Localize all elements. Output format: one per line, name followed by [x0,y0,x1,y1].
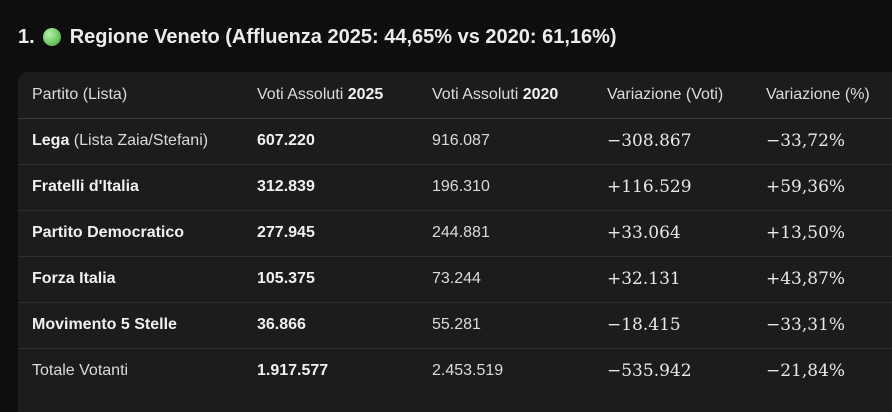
table-total-row: Totale Votanti 1.917.577 2.453.519 −535.… [18,348,892,394]
cell-votes-2025: 36.866 [257,302,432,349]
cell-party: Fratelli d'Italia [18,164,257,211]
cell-total-change-pct: −21,84% [766,361,846,382]
green-circle-icon [42,28,61,46]
cell-party: Lega (Lista Zaia/Stefani) [18,118,257,165]
cell-total-votes-2020: 2.453.519 [432,362,504,380]
party-name: Lega [32,132,70,149]
cell-votes-2020: 196.310 [432,164,607,211]
cell-change-votes: +116.529 [607,164,766,211]
header-votes-2020-prefix: Voti Assoluti [432,85,523,103]
header-change-votes: Variazione (Voti) [607,72,766,119]
cell-change-pct: −33,72% [766,118,892,165]
header-votes-2025-prefix: Voti Assoluti [257,85,348,103]
table-row: Forza Italia 105.375 73.244 +32.131 +43,… [18,256,892,303]
cell-votes-2020: 916.087 [432,118,607,165]
cell-votes-2025: 607.220 [257,118,432,165]
cell-total-label: Totale Votanti [32,362,129,380]
header-votes-2025-year: 2025 [347,85,384,103]
party-note: (Lista Zaia/Stefani) [69,132,209,149]
header-votes-2025: Voti Assoluti 2025 [257,72,432,119]
party-name: Movimento 5 Stelle [32,316,177,333]
cell-change-pct: +59,36% [766,164,892,211]
section-number: 1. [18,25,35,48]
table-row: Fratelli d'Italia 312.839 196.310 +116.5… [18,164,892,211]
cell-total-votes-2025: 1.917.577 [257,362,329,380]
section-heading: 1. Regione Veneto (Affluenza 2025: 44,65… [18,22,617,52]
cell-change-pct: +43,87% [766,256,892,303]
cell-votes-2025: 277.945 [257,210,432,257]
cell-change-pct: −33,31% [766,302,892,349]
table-header-row: Partito (Lista) Voti Assoluti 2025 Voti … [18,72,892,119]
cell-votes-2020: 73.244 [432,256,607,303]
party-name: Forza Italia [32,270,116,287]
table-row: Lega (Lista Zaia/Stefani) 607.220 916.08… [18,118,892,165]
section-title: Regione Veneto (Affluenza 2025: 44,65% v… [69,25,617,48]
results-table: Partito (Lista) Voti Assoluti 2025 Voti … [18,72,892,394]
results-table-card: Partito (Lista) Voti Assoluti 2025 Voti … [18,72,892,412]
cell-change-votes: +33.064 [607,210,766,257]
cell-change-votes: −308.867 [607,118,766,165]
table-row: Movimento 5 Stelle 36.866 55.281 −18.415… [18,302,892,349]
cell-party: Movimento 5 Stelle [18,302,257,349]
header-change-pct: Variazione (%) [766,72,892,119]
cell-party: Partito Democratico [18,210,257,257]
header-party: Partito (Lista) [18,72,257,119]
header-votes-2020: Voti Assoluti 2020 [432,72,607,119]
cell-votes-2025: 312.839 [257,164,432,211]
cell-change-votes: −18.415 [607,302,766,349]
cell-votes-2020: 244.881 [432,210,607,257]
party-name: Fratelli d'Italia [32,178,139,195]
cell-change-pct: +13,50% [766,210,892,257]
table-row: Partito Democratico 277.945 244.881 +33.… [18,210,892,257]
header-votes-2020-year: 2020 [522,85,559,103]
party-name: Partito Democratico [32,224,185,241]
cell-change-votes: +32.131 [607,256,766,303]
cell-party: Forza Italia [18,256,257,303]
cell-votes-2020: 55.281 [432,302,607,349]
cell-votes-2025: 105.375 [257,256,432,303]
cell-total-change-votes: −535.942 [607,361,692,382]
